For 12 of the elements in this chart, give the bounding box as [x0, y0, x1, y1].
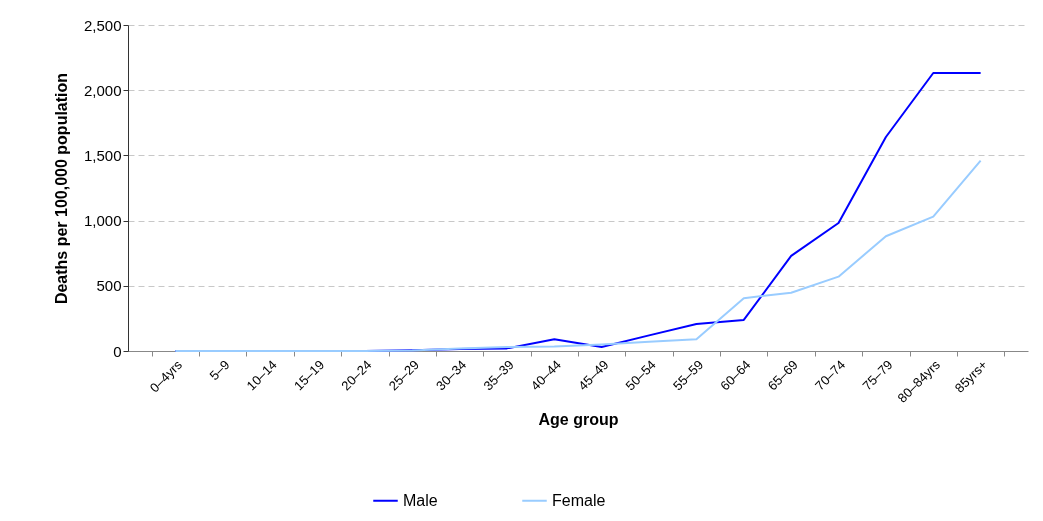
y-tick-label: 2,500 — [83, 16, 122, 34]
y-tick-label: 0 — [113, 342, 122, 360]
line-series — [174, 159, 982, 352]
y-tick-label: 1,000 — [83, 212, 122, 230]
x-tick-label: 5–9 — [206, 357, 233, 384]
y-tick-label: 1,500 — [83, 146, 122, 164]
y-axis-title: Deaths per 100,000 population — [52, 72, 70, 305]
y-tick-label: 2,000 — [83, 81, 122, 99]
legend-label: Female — [552, 491, 606, 509]
x-axis-title: Age group — [538, 410, 619, 428]
y-tick-label: 500 — [96, 277, 122, 295]
legend-label: Male — [403, 491, 438, 509]
